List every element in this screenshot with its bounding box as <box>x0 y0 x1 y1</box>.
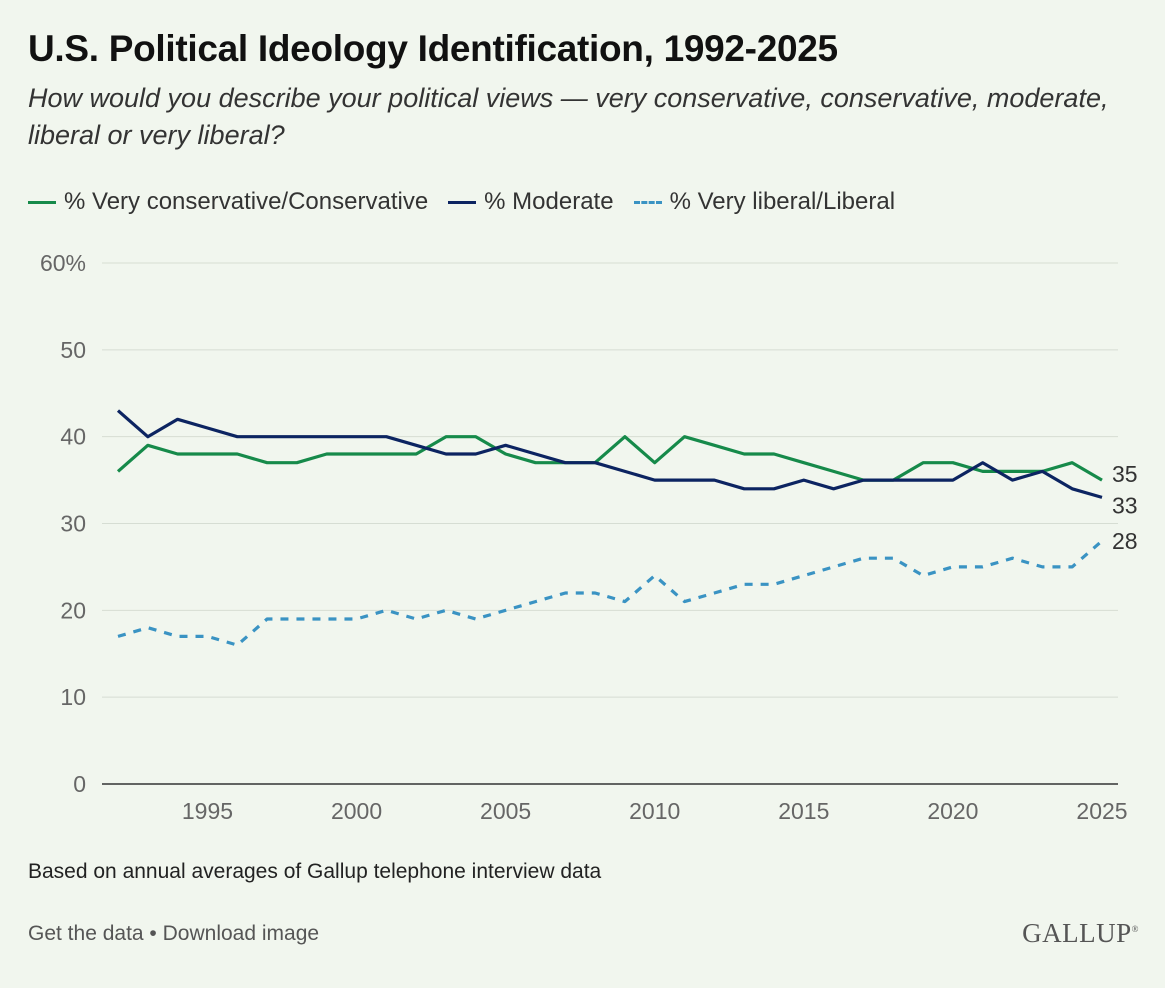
download-image-link[interactable]: Download image <box>162 922 320 945</box>
y-tick-label-40: 40 <box>60 424 86 450</box>
y-tick-label-30: 30 <box>60 511 86 537</box>
end-label-conservative: 35 <box>1112 461 1138 487</box>
legend-item-conservative: % Very conservative/Conservative <box>28 188 428 216</box>
series-line-liberal <box>117 539 1104 647</box>
y-tick-label-10: 10 <box>60 684 86 710</box>
legend-item-liberal: % Very liberal/Liberal <box>633 188 896 216</box>
line-chart: 0 10 20 30 40 50 60% 1995 2000 2005 2010 2015 2020 20… <box>40 250 1138 824</box>
y-tick-label-20: 20 <box>60 597 86 623</box>
footer-links: Get the data • Download image <box>28 922 319 946</box>
end-label-liberal: 28 <box>1112 528 1138 554</box>
y-tick-label-0: 0 <box>73 771 86 797</box>
legend-swatch-conservative <box>28 200 56 204</box>
legend-label-liberal: % Very liberal/Liberal <box>669 188 896 215</box>
footer-separator: • <box>143 922 163 945</box>
series-line-moderate <box>116 409 1103 499</box>
x-tick-label-1995: 1995 <box>182 798 233 824</box>
gallup-logo-text: GALLUP <box>1022 918 1132 948</box>
end-label-moderate: 33 <box>1112 492 1138 518</box>
footnote: Based on annual averages of Gallup telep… <box>28 860 602 883</box>
legend-label-conservative: % Very conservative/Conservative <box>64 188 429 215</box>
chart-subtitle: How would you describe your political vi… <box>28 83 1109 150</box>
x-tick-label-2000: 2000 <box>331 798 382 824</box>
legend-item-moderate: % Moderate <box>448 188 614 216</box>
get-data-link[interactable]: Get the data <box>28 922 144 945</box>
gallup-logo: GALLUP® <box>1022 918 1139 948</box>
x-tick-label-2020: 2020 <box>927 798 978 824</box>
y-tick-label-60: 60% <box>40 250 86 276</box>
x-tick-label-2005: 2005 <box>480 798 531 824</box>
x-tick-label-2010: 2010 <box>629 798 680 824</box>
y-tick-label-50: 50 <box>60 337 86 363</box>
chart-title: U.S. Political Ideology Identification, … <box>28 28 838 69</box>
series-line-conservative <box>116 435 1103 482</box>
x-tick-label-2015: 2015 <box>778 798 829 824</box>
legend-label-moderate: % Moderate <box>484 188 614 215</box>
legend: % Very conservative/Conservative % Moder… <box>28 188 915 216</box>
legend-swatch-moderate <box>448 200 477 204</box>
legend-swatch-liberal <box>633 200 662 204</box>
x-tick-label-2025: 2025 <box>1076 798 1127 824</box>
